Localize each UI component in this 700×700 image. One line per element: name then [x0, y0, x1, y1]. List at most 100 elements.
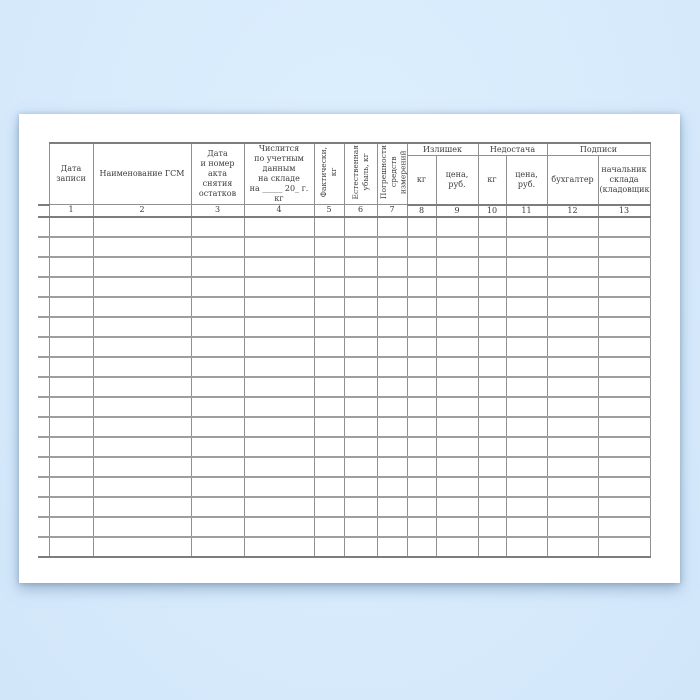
- empty-cell: [343, 396, 378, 418]
- empty-cell: [243, 216, 315, 238]
- empty-table-row: [38, 316, 651, 338]
- empty-cell: [376, 216, 408, 238]
- empty-cell: [343, 416, 378, 438]
- empty-cell: [505, 436, 548, 458]
- empty-cell: [435, 276, 479, 298]
- empty-cell: [313, 496, 345, 518]
- empty-cell: [477, 276, 507, 298]
- left-margin-stub: [38, 516, 49, 538]
- empty-cell: [546, 376, 599, 398]
- empty-cell: [505, 216, 548, 238]
- empty-table-row: [38, 236, 651, 258]
- empty-cell: [48, 416, 94, 438]
- empty-cell: [92, 256, 192, 278]
- empty-table-row: [38, 516, 651, 538]
- empty-cell: [505, 316, 548, 338]
- ledger-table-area: Дата записи Наименование ГСМ Дата и номе…: [38, 142, 651, 558]
- empty-cell: [435, 356, 479, 378]
- empty-cell: [477, 356, 507, 378]
- empty-cell: [343, 536, 378, 558]
- empty-cell: [92, 236, 192, 258]
- empty-cell: [376, 316, 408, 338]
- empty-cell: [243, 256, 315, 278]
- empty-cell: [190, 216, 245, 238]
- actual-kg-label: Фактически, кг: [319, 147, 338, 198]
- empty-cell: [597, 336, 651, 358]
- empty-cell: [190, 456, 245, 478]
- empty-table-row: [38, 276, 651, 298]
- group-surplus: Излишек: [406, 142, 479, 156]
- header-surplus-price: цена, руб.: [435, 155, 479, 206]
- left-margin-stub: [38, 476, 49, 498]
- empty-cell: [48, 436, 94, 458]
- empty-cell: [505, 256, 548, 278]
- empty-cell: [343, 516, 378, 538]
- empty-cell: [406, 536, 437, 558]
- empty-cell: [190, 236, 245, 258]
- header-measurement-error: Погрешности средств измерений: [376, 142, 408, 205]
- empty-cell: [376, 236, 408, 258]
- header-record-date: Дата записи: [48, 142, 94, 205]
- empty-cell: [477, 456, 507, 478]
- natural-loss-label: Естественная убыль, кг: [350, 145, 370, 200]
- empty-cell: [190, 396, 245, 418]
- empty-cell: [435, 416, 479, 438]
- empty-cell: [190, 356, 245, 378]
- empty-cell: [477, 476, 507, 498]
- empty-table-row: [38, 396, 651, 418]
- empty-cell: [343, 336, 378, 358]
- empty-cell: [243, 356, 315, 378]
- empty-cell: [92, 296, 192, 318]
- empty-cell: [406, 216, 437, 238]
- empty-cell: [406, 336, 437, 358]
- empty-cell: [505, 356, 548, 378]
- empty-cell: [597, 496, 651, 518]
- empty-cell: [376, 496, 408, 518]
- empty-cell: [376, 416, 408, 438]
- empty-cell: [406, 356, 437, 378]
- empty-cell: [313, 336, 345, 358]
- empty-cell: [190, 496, 245, 518]
- empty-cell: [313, 356, 345, 378]
- left-margin-stub: [38, 456, 49, 478]
- empty-cell: [435, 236, 479, 258]
- empty-cell: [190, 376, 245, 398]
- left-margin-stub: [38, 276, 49, 298]
- empty-cell: [343, 356, 378, 378]
- empty-cell: [343, 276, 378, 298]
- empty-cell: [92, 496, 192, 518]
- empty-cell: [435, 496, 479, 518]
- empty-cell: [505, 236, 548, 258]
- empty-cell: [48, 236, 94, 258]
- empty-cell: [376, 396, 408, 418]
- empty-cell: [92, 396, 192, 418]
- empty-cell: [313, 416, 345, 438]
- empty-cell: [48, 296, 94, 318]
- column-number: 10: [477, 204, 507, 218]
- empty-cell: [406, 316, 437, 338]
- empty-cell: [376, 296, 408, 318]
- empty-table-row: [38, 496, 651, 518]
- empty-cell: [343, 436, 378, 458]
- left-margin-stub: [38, 296, 49, 318]
- empty-cell: [376, 436, 408, 458]
- header-accounted-balance: Числится по учетным данным на складе на …: [243, 142, 315, 205]
- empty-cell: [243, 416, 315, 438]
- empty-cell: [48, 216, 94, 238]
- empty-cell: [546, 436, 599, 458]
- empty-cell: [48, 456, 94, 478]
- empty-cell: [343, 296, 378, 318]
- left-margin-stub: [38, 256, 49, 278]
- column-number: 12: [546, 204, 599, 218]
- empty-cell: [376, 336, 408, 358]
- empty-table-row: [38, 256, 651, 278]
- empty-cell: [243, 516, 315, 538]
- empty-cell: [92, 316, 192, 338]
- empty-cell: [546, 516, 599, 538]
- ledger-table: Дата записи Наименование ГСМ Дата и номе…: [38, 142, 651, 558]
- empty-cell: [406, 516, 437, 538]
- empty-cell: [546, 256, 599, 278]
- empty-cell: [376, 376, 408, 398]
- empty-cell: [48, 376, 94, 398]
- header-fuel-name: Наименование ГСМ: [92, 142, 192, 205]
